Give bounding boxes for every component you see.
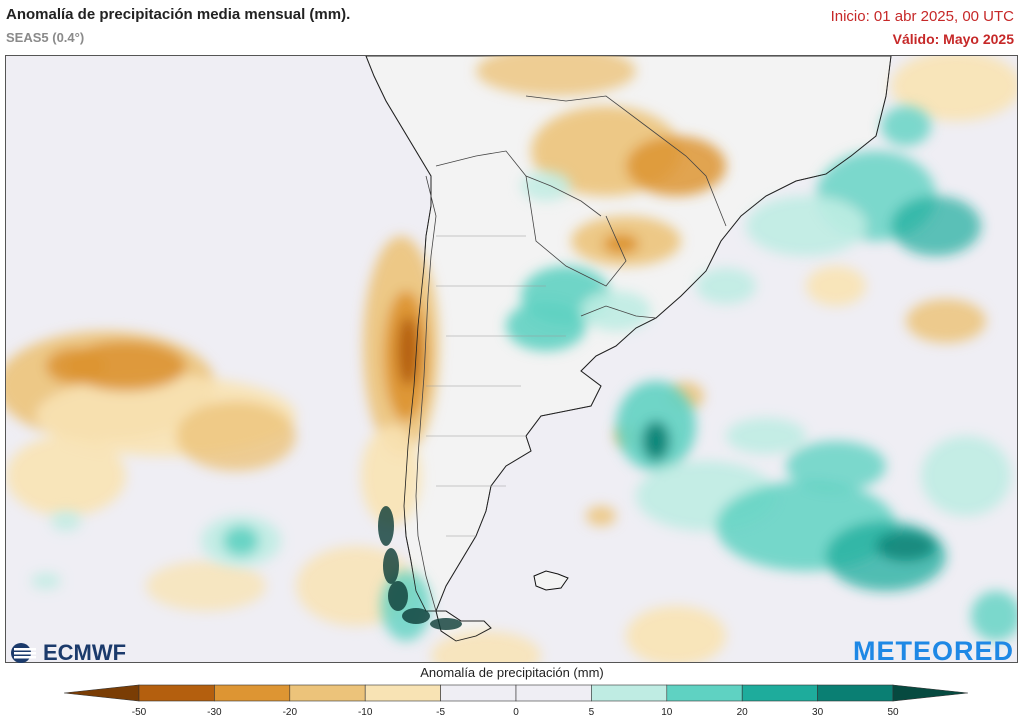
falkland-islands (533, 570, 569, 591)
ecmwf-emblem-icon (11, 643, 36, 663)
dry-anomalies (6, 56, 1017, 662)
border-uruguay (580, 305, 657, 319)
meteored-logo: METEORED (852, 636, 1014, 666)
ecmwf-logo: ECMWF (10, 640, 126, 666)
colorbar-segment (364, 684, 441, 702)
colorbar-segment (515, 684, 592, 702)
header-right: Inicio: 01 abr 2025, 00 UTC Válido: Mayo… (831, 8, 1014, 47)
colorbar-segment (741, 684, 818, 702)
colorbar-tick-label: 20 (736, 707, 748, 718)
colorbar-tick-label: -50 (131, 707, 147, 718)
border-brazil (525, 95, 727, 227)
border-chile-argentina (415, 175, 437, 612)
borders-layer (365, 56, 892, 642)
colorbar-tick-label: -30 (207, 707, 222, 718)
colorbar-tick-label: -10 (357, 707, 373, 718)
colorbar-tick-label: 0 (513, 707, 519, 718)
provinces-argentina (426, 235, 566, 537)
colorbar-tick-label: 10 (661, 707, 673, 718)
wet-anomalies (31, 106, 1017, 641)
colorbar-segment (666, 684, 743, 702)
colorbar-tick-label: -20 (282, 707, 298, 718)
colorbar-segment (817, 684, 894, 702)
colorbar-segment (138, 684, 215, 702)
colorbar-segment (591, 684, 668, 702)
map-canvas (6, 56, 1017, 662)
colorbar-tick-label: 5 (588, 707, 595, 718)
colorbar-segment (289, 684, 366, 702)
header-left: Anomalía de precipitación media mensual … (6, 6, 350, 45)
colorbar-extend-low (64, 684, 140, 702)
legend-title: Anomalía de precipitación (mm) (420, 665, 604, 680)
southern-chile-islands (378, 506, 462, 630)
colorbar (64, 684, 968, 702)
valid-time: Válido: Mayo 2025 (892, 31, 1014, 47)
precipitation-map (5, 55, 1018, 663)
map-title: Anomalía de precipitación media mensual … (6, 6, 351, 23)
ecmwf-logo-text: ECMWF (43, 640, 127, 665)
colorbar-segment (440, 684, 517, 702)
colorbar-extend-high (892, 684, 968, 702)
colorbar-tick-label: 30 (812, 707, 824, 718)
colorbar-segment (214, 684, 291, 702)
colorbar-tick-label: -5 (436, 707, 446, 718)
model-subtitle: SEAS5 (0.4°) (6, 30, 85, 45)
border-paraguay (525, 175, 627, 287)
colorbar-tick-label: 50 (887, 707, 899, 718)
init-time: Inicio: 01 abr 2025, 00 UTC (830, 8, 1014, 25)
